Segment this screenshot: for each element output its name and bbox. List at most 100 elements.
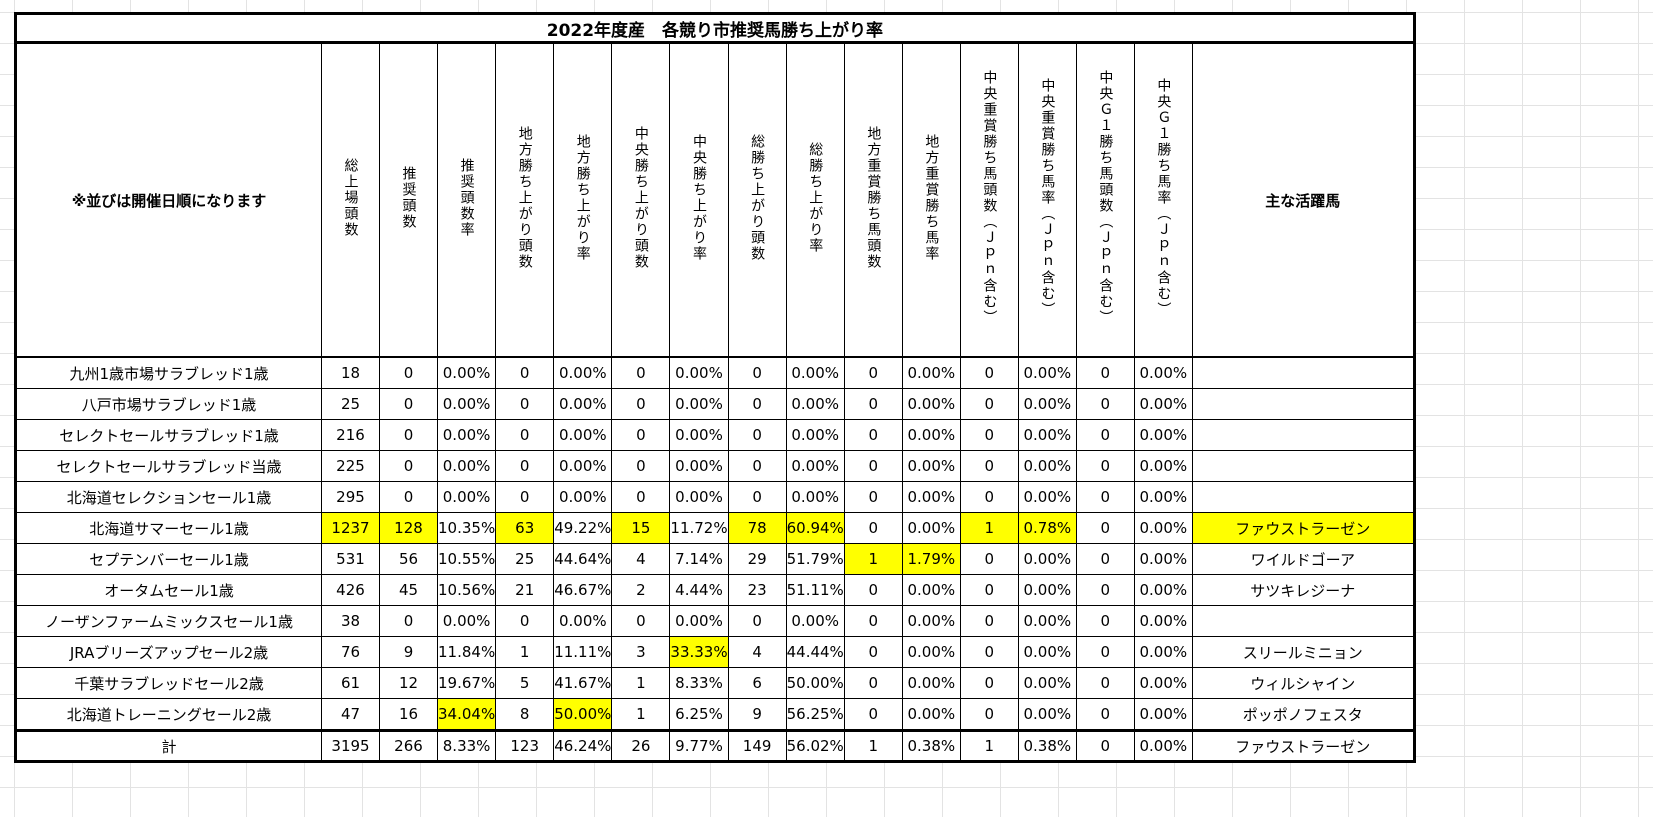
cell: 0.00% [1133,419,1193,451]
header-cell: 地方重賞勝ち馬率 [901,42,961,358]
cell: 51.11% [785,574,845,606]
cell: 0.00% [1133,388,1193,420]
cell: 76 [321,636,380,668]
cell: 0.00% [669,388,729,420]
cell: 0 [611,356,671,389]
cell: 0 [959,356,1019,389]
cell: 0.00% [1133,605,1193,637]
cell [1191,481,1415,513]
cell: 0 [1075,450,1135,482]
cell: 0 [611,605,671,637]
row-label: 北海道セレクションセール1歳 [15,481,322,513]
cell: 0.00% [1133,356,1193,389]
cell: 6.25% [669,698,729,731]
cell: 50.00% [553,698,613,731]
cell: 0 [1075,605,1135,637]
cell [1191,605,1415,637]
cell: 0 [1075,698,1135,731]
cell: 1 [843,729,903,762]
header-cell: ※並びは開催日順になります [15,42,322,358]
cell: 10.56% [436,574,497,606]
cell: 11.11% [553,636,613,668]
cell: 0 [495,450,555,482]
cell: 10.35% [436,512,497,544]
cell: 44.64% [553,543,613,575]
cell: 46.24% [553,729,613,762]
header-text: 中央勝ち上がり頭数 [632,126,649,270]
row-label: JRAブリーズアップセール2歳 [15,636,322,668]
header-text: ※並びは開催日順になります [71,191,267,210]
cell: 128 [379,512,438,544]
data-row: 北海道トレーニングセール2歳 47 16 34.04% 8 50.00% 1 6.25% 9 56… [15,698,1415,731]
cell: 60.94% [785,512,845,544]
cell: 56.25% [785,698,845,731]
cell: 0 [959,481,1019,513]
cell: 0 [379,356,438,389]
header-text: 総上場頭数 [342,158,359,238]
cell: 0.00% [553,388,613,420]
cell: 0 [843,698,903,731]
cell: 9 [727,698,787,731]
cell: 0.00% [1133,450,1193,482]
header-text: 中央重賞勝ち馬頭数（Ｊｐｎ含む） [981,70,998,326]
cell: 34.04% [436,698,497,731]
cell: 0 [959,450,1019,482]
cell: 9.77% [669,729,729,762]
cell: 0 [1075,636,1135,668]
cell: 0 [1075,667,1135,699]
cell: 0 [843,605,903,637]
table-title: 2022年度産 各競り市推奨馬勝ち上がり率 [15,13,1415,44]
cell: 0 [379,419,438,451]
cell: 0.00% [785,605,845,637]
cell: 0.00% [1133,729,1193,762]
cell: 1 [495,636,555,668]
cell: 56 [379,543,438,575]
cell: 0 [1075,481,1135,513]
header-cell: 中央重賞勝ち馬率（Ｊｐｎ含む） [1017,42,1077,358]
cell: 23 [727,574,787,606]
cell: 49.22% [553,512,613,544]
cell: 0 [611,450,671,482]
cell: 0.00% [669,419,729,451]
cell: 16 [379,698,438,731]
cell: 0.78% [1017,512,1077,544]
header-text: 中央Ｇ１勝ち馬頭数（Ｊｐｎ含む） [1097,70,1114,326]
cell: 0.00% [1133,636,1193,668]
data-row: 九州1歳市場サラブレッド1歳 18 0 0.00% 0 0.00% 0 0.00% 0 0.00%… [15,356,1415,389]
data-row: 八戸市場サラブレッド1歳 25 0 0.00% 0 0.00% 0 0.00% 0 0.00% 0 0… [15,388,1415,420]
cell: 0 [843,481,903,513]
cell: スリールミニョン [1191,636,1415,668]
cell: 0 [1075,574,1135,606]
cell [1191,450,1415,482]
cell: 0.00% [1133,481,1193,513]
cell: 0 [959,574,1019,606]
header-cell: 中央勝ち上がり頭数 [611,42,671,358]
cell: 0.00% [669,450,729,482]
cell: 0.00% [785,450,845,482]
cell: 0 [727,450,787,482]
cell: 0.00% [901,636,961,668]
cell: 0 [495,356,555,389]
cell: 1 [959,729,1019,762]
cell: 0 [1075,356,1135,389]
data-row: ノーザンファームミックスセール1歳 38 0 0.00% 0 0.00% 0 0.00% 0 0.… [15,605,1415,637]
cell: 0 [495,605,555,637]
cell: 0 [495,388,555,420]
header-text: 地方勝ち上がり率 [574,134,591,262]
cell: 0.00% [785,481,845,513]
cell: 47 [321,698,380,731]
cell: 0 [727,419,787,451]
header-text: 総勝ち上がり頭数 [749,134,766,262]
cell: 10.55% [436,543,497,575]
header-row: ※並びは開催日順になります 総上場頭数 推奨頭数 推奨頭数率 地方勝ち上がり頭数 地方勝ち… [15,42,1415,358]
cell: 0 [843,388,903,420]
cell: 0.00% [901,605,961,637]
cell: 0 [727,356,787,389]
cell: 0.00% [1017,450,1077,482]
cell: 8 [495,698,555,731]
cell: 1 [959,512,1019,544]
cell: 0 [843,512,903,544]
cell: 0 [611,419,671,451]
cell: 0.38% [1017,729,1077,762]
row-label: 千葉サラブレッドセール2歳 [15,667,322,699]
